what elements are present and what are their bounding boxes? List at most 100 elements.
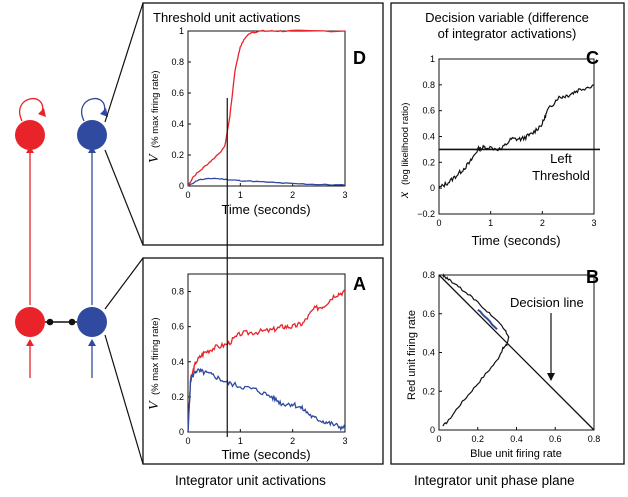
y-tick-label: −0.2 bbox=[417, 209, 435, 219]
x-tick-label: 0.2 bbox=[471, 434, 484, 444]
x-tick-label: 0.4 bbox=[510, 434, 523, 444]
zoom-line bbox=[104, 2, 144, 123]
y-tick-label: 0.8 bbox=[171, 287, 184, 297]
zoom-line bbox=[104, 257, 144, 310]
inhibition-dot-right bbox=[68, 318, 76, 326]
y-tick-label: 0.2 bbox=[171, 150, 184, 160]
panel-b-trajectory bbox=[442, 273, 510, 427]
x-tick-label: 1 bbox=[238, 190, 243, 200]
panel-c-axes bbox=[438, 58, 595, 215]
red-loop-arrowhead-icon bbox=[38, 108, 46, 117]
y-tick-label: 0.6 bbox=[422, 309, 435, 319]
x-tick-label: 0 bbox=[185, 190, 190, 200]
x-tick-label: 3 bbox=[591, 218, 596, 228]
threshold-label-threshold: Threshold bbox=[532, 168, 590, 183]
panel-c-title-line1: Decision variable (difference bbox=[425, 10, 589, 25]
circuit-diagram bbox=[15, 98, 108, 378]
blue-threshold-unit bbox=[77, 120, 107, 150]
y-tick-label: 0.6 bbox=[171, 322, 184, 332]
panel-b-ylabel: Red unit firing rate bbox=[406, 310, 418, 400]
y-tick-label: 0.2 bbox=[422, 157, 435, 167]
y-tick-label: 0.6 bbox=[171, 88, 184, 98]
zoom-line bbox=[104, 149, 144, 246]
panel-d-ylabel-symbol: V bbox=[147, 153, 162, 163]
panel-a-xlabel: Time (seconds) bbox=[221, 447, 310, 462]
panel-c-xlabel: Time (seconds) bbox=[471, 233, 560, 248]
red-integrator-unit bbox=[15, 307, 45, 337]
x-tick-label: 0.6 bbox=[549, 434, 562, 444]
x-tick-label: 1 bbox=[238, 436, 243, 446]
y-tick-label: 0.4 bbox=[171, 119, 184, 129]
panel-b-xlabel: Blue unit firing rate bbox=[470, 448, 562, 460]
x-tick-label: 2 bbox=[290, 190, 295, 200]
y-tick-label: 0 bbox=[430, 425, 435, 435]
inhibition-dot-left bbox=[46, 318, 54, 326]
panel-c-ylabel-symbol: x bbox=[397, 191, 412, 199]
threshold-label-left: Left bbox=[550, 151, 572, 166]
panel-d-xticks: 0 1 2 3 bbox=[185, 183, 348, 200]
y-tick-label: 1 bbox=[179, 26, 184, 36]
y-tick-label: 0.4 bbox=[422, 132, 435, 142]
red-threshold-unit bbox=[15, 120, 45, 150]
panel-a-red-series bbox=[187, 289, 346, 433]
y-tick-label: 0 bbox=[179, 181, 184, 191]
panel-c-decision-variable-series bbox=[438, 84, 595, 189]
panel-b: B 0 0.2 0.4 0.6 0.8 0 0.2 0.4 0.6 0.8 Decision l… bbox=[406, 267, 600, 460]
panel-d-xlabel: Time (seconds) bbox=[221, 202, 310, 217]
panel-c-title-line2: of integrator activations) bbox=[438, 26, 577, 41]
y-tick-label: 0.8 bbox=[422, 80, 435, 90]
y-tick-label: 0.2 bbox=[422, 386, 435, 396]
x-tick-label: 3 bbox=[342, 190, 347, 200]
panel-c-xticks: 0 1 2 3 bbox=[436, 211, 597, 228]
y-tick-label: 1 bbox=[430, 54, 435, 64]
y-tick-label: 0.6 bbox=[422, 106, 435, 116]
panel-d-letter: D bbox=[353, 48, 366, 68]
panel-b-letter: B bbox=[586, 267, 599, 287]
panel-frame-right bbox=[390, 2, 625, 465]
y-tick-label: 0.4 bbox=[422, 348, 435, 358]
x-tick-label: 0 bbox=[185, 436, 190, 446]
panel-d-red-series bbox=[187, 29, 346, 187]
panel-frame-a bbox=[142, 257, 384, 465]
panel-c-letter: C bbox=[586, 48, 599, 68]
panel-c-ylabel-text: (log likelihood ratio) bbox=[400, 103, 411, 185]
x-tick-label: 0 bbox=[436, 434, 441, 444]
blue-input-arrowhead-icon bbox=[88, 339, 96, 346]
x-tick-label: 0.8 bbox=[588, 434, 601, 444]
blue-self-loop bbox=[81, 98, 106, 122]
panel-c-yticks: −0.2 0 0.2 0.4 0.6 0.8 1 bbox=[417, 54, 442, 219]
panel-d-title: Threshold unit activations bbox=[153, 10, 301, 25]
panel-d-axes bbox=[187, 30, 346, 187]
red-self-loop bbox=[19, 98, 44, 122]
panel-frame-d bbox=[142, 2, 384, 246]
x-tick-label: 0 bbox=[436, 218, 441, 228]
panel-d-ylabel: V (% max firing rate) bbox=[147, 70, 162, 163]
caption-phase-plane: Integrator unit phase plane bbox=[414, 473, 575, 488]
panel-a: A 0 0.2 0.4 0.6 0.8 0 1 2 3 Time (seconds) V (%… bbox=[147, 273, 366, 462]
panel-b-blue-segment bbox=[477, 309, 498, 331]
y-tick-label: 0 bbox=[430, 183, 435, 193]
panel-a-letter: A bbox=[353, 274, 366, 294]
blue-integrator-unit bbox=[77, 307, 107, 337]
panel-a-axes bbox=[187, 273, 346, 433]
panel-d-yticks: 0 0.2 0.4 0.6 0.8 1 bbox=[171, 26, 191, 191]
panel-d: Threshold unit activations D 00.20.40.60… bbox=[147, 10, 366, 217]
red-input-arrowhead-icon bbox=[26, 339, 34, 346]
panel-a-blue-series bbox=[187, 367, 346, 433]
zoom-line bbox=[104, 334, 144, 465]
panel-a-yticks: 0 0.2 0.4 0.6 0.8 bbox=[171, 287, 191, 437]
y-tick-label: 0.2 bbox=[171, 392, 184, 402]
x-tick-label: 3 bbox=[342, 436, 347, 446]
x-tick-label: 1 bbox=[488, 218, 493, 228]
y-tick-label: 0.8 bbox=[171, 57, 184, 67]
x-tick-label: 2 bbox=[290, 436, 295, 446]
decision-pointer-arrowhead-icon bbox=[547, 373, 555, 381]
blue-loop-arrowhead-icon bbox=[100, 108, 108, 117]
panel-d-ylabel-text: (% max firing rate) bbox=[150, 70, 161, 148]
y-tick-label: 0.4 bbox=[171, 357, 184, 367]
decision-line-label: Decision line bbox=[510, 295, 584, 310]
panel-d-blue-series bbox=[187, 177, 346, 187]
caption-integrator-activations: Integrator unit activations bbox=[175, 473, 326, 488]
panel-c-ylabel: x (log likelihood ratio) bbox=[397, 103, 412, 199]
